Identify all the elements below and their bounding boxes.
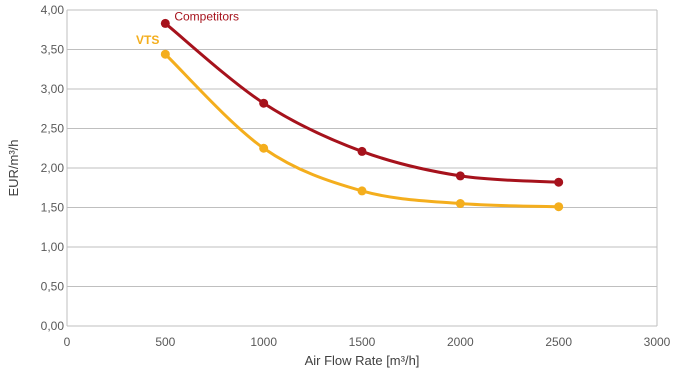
x-tick-label: 2500 — [545, 335, 572, 349]
data-point-competitors — [455, 171, 465, 181]
y-tick-label: 4,00 — [41, 3, 65, 17]
data-point-competitors — [160, 18, 170, 28]
series-group — [160, 18, 564, 212]
x-tick-label: 1000 — [250, 335, 277, 349]
data-point-vts — [357, 186, 367, 196]
x-tick-label: 0 — [64, 335, 71, 349]
series-label-competitors: Competitors — [174, 9, 239, 23]
axes: 0,00 0,50 1,00 1,50 2,00 2,50 3,00 3,50 4,00 0 500… — [41, 3, 671, 349]
x-tick-label: 1500 — [349, 335, 376, 349]
grid — [67, 9, 658, 327]
y-tick-label: 2,00 — [41, 161, 65, 175]
data-point-vts — [259, 143, 269, 153]
y-tick-label: 3,00 — [41, 82, 65, 96]
x-axis-title: Air Flow Rate [m³/h] — [305, 353, 420, 368]
y-tick-label: 1,00 — [41, 240, 65, 254]
labels: Competitors VTS — [136, 9, 239, 47]
y-tick-label: 1,50 — [41, 201, 65, 215]
data-point-competitors — [554, 177, 564, 187]
y-tick-label: 0,50 — [41, 280, 65, 294]
series-label-vts: VTS — [136, 33, 159, 47]
y-tick-label: 3,50 — [41, 43, 65, 57]
x-tick-label: 2000 — [447, 335, 474, 349]
data-point-competitors — [259, 98, 269, 108]
x-tick-label: 500 — [155, 335, 175, 349]
y-tick-label: 0,00 — [41, 319, 65, 333]
data-point-vts — [554, 202, 564, 212]
x-tick-label: 3000 — [644, 335, 671, 349]
data-point-vts — [160, 49, 170, 59]
data-point-vts — [455, 199, 465, 209]
data-point-competitors — [357, 146, 367, 156]
series-line-vts — [163, 52, 561, 209]
y-axis-title: EUR/m³/h — [6, 139, 21, 196]
y-tick-label: 2,50 — [41, 122, 65, 136]
series-line-competitors — [163, 21, 561, 184]
